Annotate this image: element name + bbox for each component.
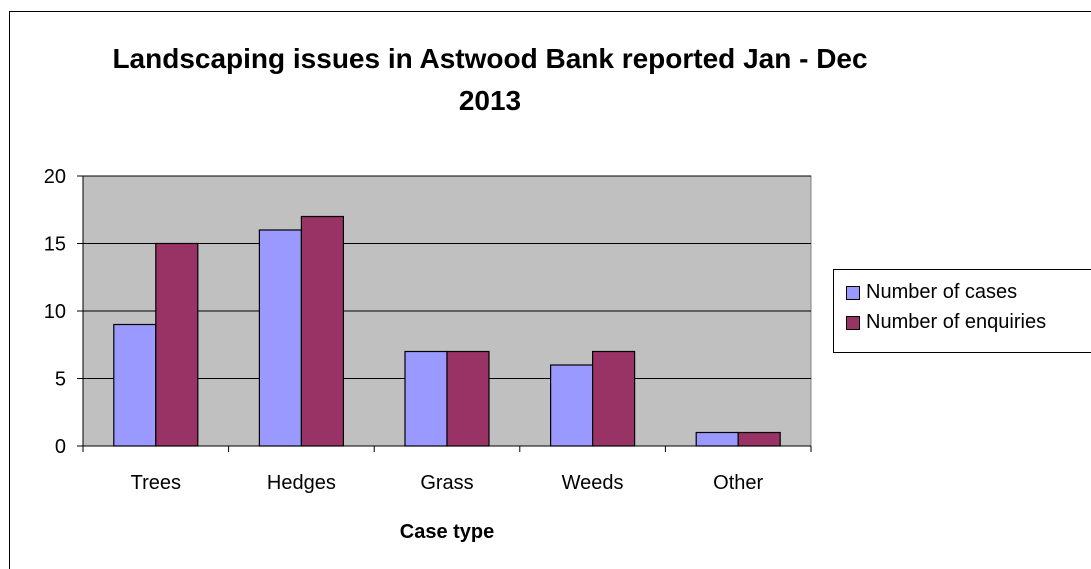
bar-weeds-cases [549,364,594,447]
chart-title: Landscaping issues in Astwood Bank repor… [112,43,868,116]
bar-hedges-cases [258,229,302,447]
x-tick-label-other: Other [713,472,763,494]
bar-grass-cases [404,350,448,447]
gridlines [83,175,811,379]
x-tick-label-trees: Trees [131,472,181,494]
bar-trees-cases [113,323,157,447]
legend-swatch-enquiries [846,316,860,330]
y-tick-label-15: 15 [44,234,66,256]
bar-trees-enquiries [155,242,199,447]
bar-other-enquiries [737,431,781,447]
bar-weeds-enquiries [591,350,636,447]
legend-label-cases: Number of cases [866,281,1018,303]
chart-area [9,11,1091,569]
x-tick-label-weeds: Weeds [562,472,624,494]
bar-hedges-enquiries [300,215,344,447]
bars [113,215,781,447]
bar-other-cases [695,431,739,447]
x-axis-title: Case type [400,521,495,543]
y-tick-label-5: 5 [55,369,66,391]
x-tick-label-hedges: Hedges [267,472,336,494]
legend: Number of cases Number of enquiries [833,269,1091,353]
y-tick-label-20: 20 [44,166,66,188]
legend-label-enquiries: Number of enquiries [866,311,1047,333]
x-tick-label-grass: Grass [420,472,473,494]
bar-grass-enquiries [446,350,490,447]
legend-swatch-cases [846,286,860,300]
y-tick-label-10: 10 [44,301,66,323]
axes [77,175,812,452]
y-tick-label-0: 0 [55,436,66,458]
x-tick-labels: Trees Hedges Grass Weeds Other [131,472,764,494]
y-tick-labels: 0 5 10 15 20 [44,166,66,458]
